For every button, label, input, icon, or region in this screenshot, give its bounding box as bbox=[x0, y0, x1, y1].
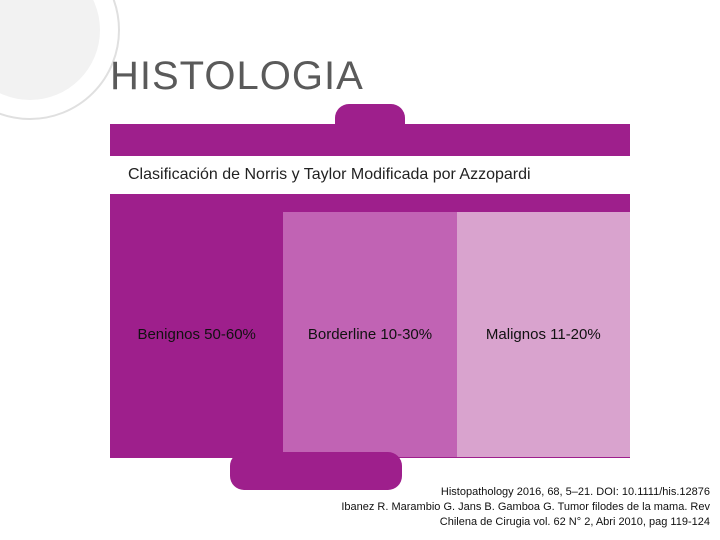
classification-block: Clasificación de Norris y Taylor Modific… bbox=[110, 124, 630, 458]
citation-line-3: Chilena de Cirugia vol. 62 N° 2, Abri 20… bbox=[190, 515, 710, 530]
classification-columns: Benignos 50-60% Borderline 10-30% Malign… bbox=[110, 212, 630, 457]
category-borderline: Borderline 10-30% bbox=[283, 212, 456, 457]
classification-header: Clasificación de Norris y Taylor Modific… bbox=[110, 156, 630, 194]
category-benign: Benignos 50-60% bbox=[110, 212, 283, 457]
citation-line-2: Ibanez R. Marambio G. Jans B. Gamboa G. … bbox=[190, 500, 710, 515]
citation-line-1: Histopathology 2016, 68, 5–21. DOI: 10.1… bbox=[190, 485, 710, 500]
citation-block: Histopathology 2016, 68, 5–21. DOI: 10.1… bbox=[190, 485, 710, 530]
accent-pill-bottom bbox=[230, 452, 402, 490]
category-malignant: Malignos 11-20% bbox=[457, 212, 630, 457]
slide-title: HISTOLOGIA bbox=[110, 54, 364, 99]
corner-decoration bbox=[0, 0, 120, 120]
